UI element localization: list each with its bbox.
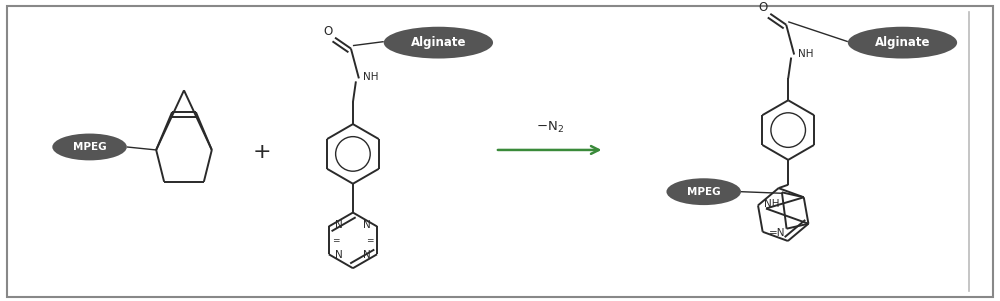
Text: NH: NH bbox=[363, 73, 378, 82]
Text: N: N bbox=[363, 250, 371, 260]
Ellipse shape bbox=[848, 27, 957, 58]
Text: =: = bbox=[366, 236, 374, 245]
Text: Alginate: Alginate bbox=[411, 36, 466, 49]
Text: $\mathregular{- N_2}$: $\mathregular{- N_2}$ bbox=[536, 119, 564, 135]
Text: NH: NH bbox=[798, 48, 814, 59]
Text: O: O bbox=[323, 25, 333, 38]
Text: MPEG: MPEG bbox=[687, 187, 721, 197]
Ellipse shape bbox=[52, 134, 127, 160]
Ellipse shape bbox=[384, 27, 493, 58]
Text: N: N bbox=[335, 250, 343, 260]
Text: NH: NH bbox=[764, 199, 779, 209]
Ellipse shape bbox=[666, 178, 741, 205]
Text: MPEG: MPEG bbox=[73, 142, 106, 152]
Text: =N: =N bbox=[769, 228, 785, 238]
Text: +: + bbox=[252, 142, 271, 162]
Text: N: N bbox=[363, 220, 371, 231]
Text: N: N bbox=[335, 220, 343, 231]
FancyBboxPatch shape bbox=[7, 6, 993, 297]
Text: Alginate: Alginate bbox=[875, 36, 930, 49]
Text: O: O bbox=[759, 1, 768, 14]
Text: =: = bbox=[332, 236, 340, 245]
